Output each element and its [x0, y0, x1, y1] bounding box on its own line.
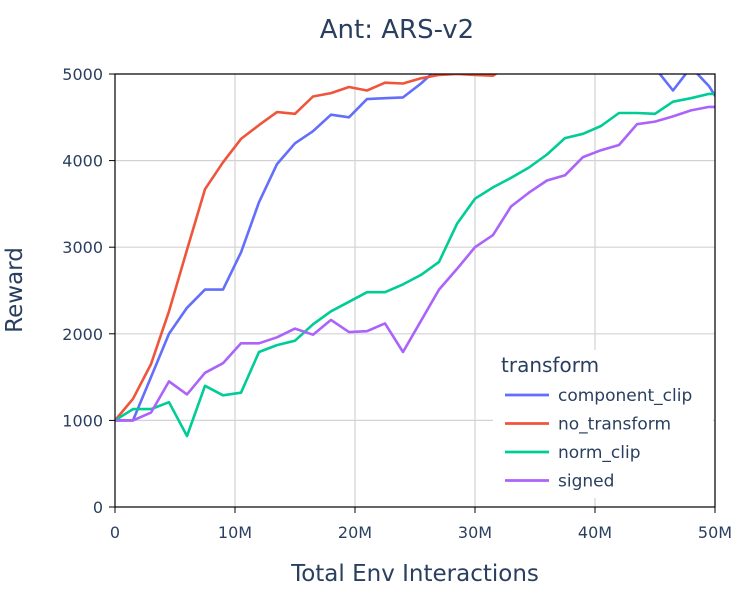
- y-tick-label: 5000: [62, 65, 103, 84]
- plot-frame: [114, 73, 716, 508]
- axes: [109, 73, 716, 513]
- legend-label-component-clip: component_clip: [558, 386, 692, 406]
- x-axis-title: Total Env Interactions: [290, 561, 539, 587]
- y-axis-title: Reward: [2, 247, 28, 333]
- y-tick-label: 3000: [62, 238, 103, 257]
- series-line-signed: [115, 105, 715, 422]
- x-tick-label: 40M: [578, 523, 612, 542]
- chart-title: Ant: ARS-v2: [320, 15, 474, 45]
- y-tick-label: 2000: [62, 325, 103, 344]
- legend-label-no-transform: no_transform: [558, 415, 671, 435]
- x-tick-label: 0: [110, 523, 120, 542]
- legend-title: transform: [501, 353, 599, 377]
- y-tick-label: 1000: [62, 411, 103, 430]
- series-line-component-clip: [115, 74, 715, 422]
- y-tick-label: 4000: [62, 152, 103, 171]
- x-tick-label: 30M: [458, 523, 492, 542]
- legend-label-signed: signed: [558, 472, 614, 492]
- x-tick-label: 10M: [218, 523, 252, 542]
- x-tick-label: 50M: [698, 523, 732, 542]
- x-tick-label: 20M: [338, 523, 372, 542]
- series-line-norm-clip: [115, 92, 715, 438]
- y-tick-label: 0: [93, 498, 103, 517]
- tick-labels: 0 10M 20M 30M 40M 50M 0 1000 2000 3000 4000 5000: [62, 65, 732, 542]
- legend: transform component_clip no_transformnorm…: [493, 350, 713, 498]
- legend-label-norm-clip: norm_clip: [558, 443, 641, 463]
